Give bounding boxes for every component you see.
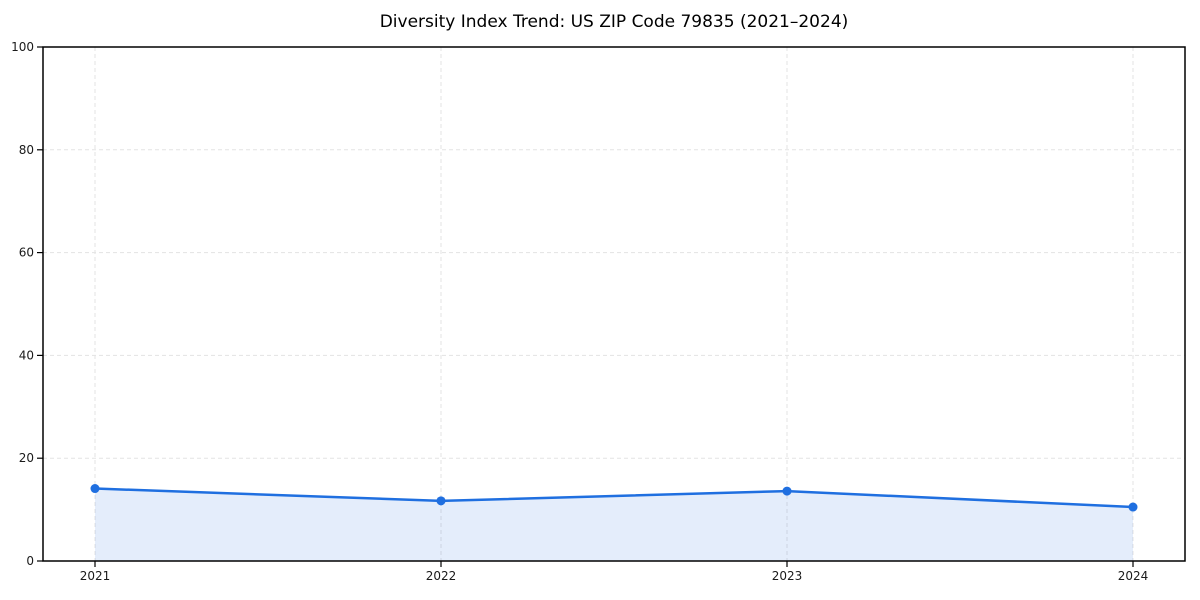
y-tick-label: 40 bbox=[19, 348, 34, 362]
data-point bbox=[436, 496, 446, 506]
y-tick-label: 80 bbox=[19, 143, 34, 157]
x-tick-label: 2024 bbox=[1118, 569, 1149, 583]
y-tick-label: 0 bbox=[26, 554, 34, 568]
plot-border bbox=[42, 46, 1186, 562]
y-tick-label: 20 bbox=[19, 451, 34, 465]
data-point bbox=[1128, 502, 1138, 512]
y-tick-label: 60 bbox=[19, 246, 34, 260]
y-tick-label: 100 bbox=[11, 40, 34, 54]
data-point bbox=[782, 486, 792, 496]
area-fill bbox=[95, 488, 1133, 561]
trend-line bbox=[93, 487, 1135, 509]
x-tick-label: 2023 bbox=[772, 569, 803, 583]
data-point bbox=[90, 484, 100, 494]
x-tick-label: 2022 bbox=[426, 569, 457, 583]
x-tick-label: 2021 bbox=[80, 569, 111, 583]
chart-title: Diversity Index Trend: US ZIP Code 79835… bbox=[379, 12, 849, 32]
